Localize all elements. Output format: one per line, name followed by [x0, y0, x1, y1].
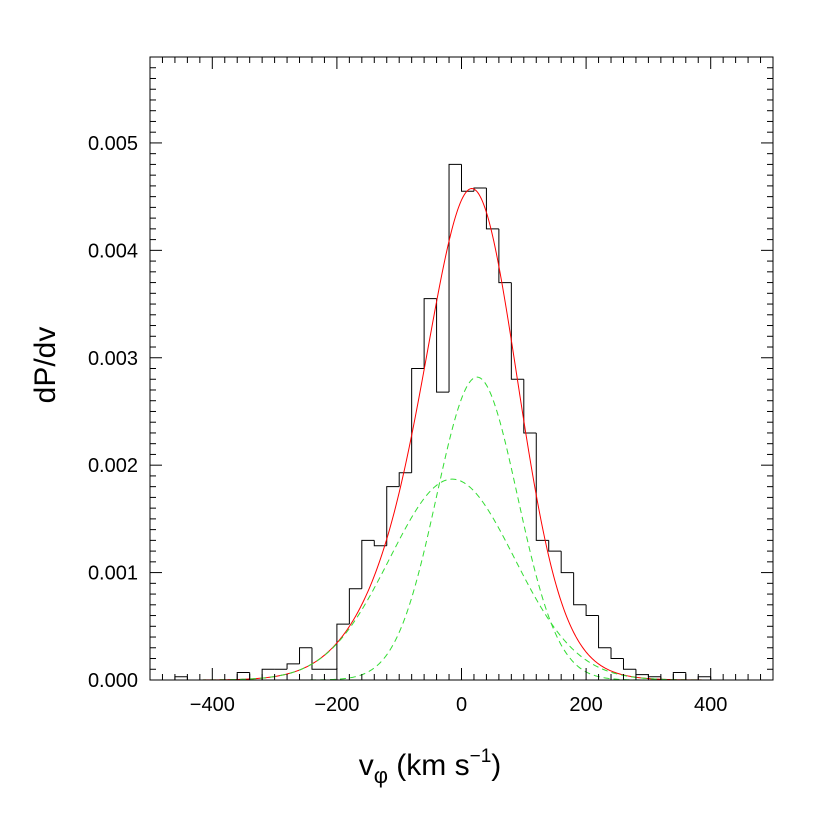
histogram-bar	[573, 572, 587, 606]
histogram-bar	[286, 663, 300, 670]
y-axis-title: dP/dv	[29, 327, 62, 404]
histogram-bar	[373, 540, 387, 547]
x-tick-label: −400	[190, 694, 235, 716]
y-tick-label: 0.004	[88, 240, 138, 262]
histogram-bar	[647, 674, 661, 678]
histogram-bar	[336, 623, 350, 670]
histogram-bar	[560, 551, 574, 574]
histogram-bar	[498, 228, 512, 284]
x-tick-label: 400	[694, 694, 727, 716]
histogram-bar	[548, 540, 562, 552]
histogram-bar	[535, 432, 549, 541]
y-tick-label: 0.005	[88, 133, 138, 155]
y-tick-label: 0.003	[88, 348, 138, 370]
histogram-bar	[485, 188, 499, 230]
y-tick-label: 0.000	[88, 670, 138, 692]
histogram-bar	[348, 588, 362, 625]
x-tick-label: −200	[314, 694, 359, 716]
axes: −400 −200 0 200 400 0.000 0.001 0.002 0.003 0.004…	[88, 56, 774, 716]
histogram-bar	[411, 368, 425, 473]
component-line	[150, 478, 773, 680]
histogram-bar	[510, 282, 524, 380]
histogram-bar	[311, 647, 325, 670]
histogram-bar	[635, 669, 649, 676]
histogram-bar	[448, 163, 462, 393]
histogram-bar	[685, 672, 699, 680]
component-line	[150, 376, 773, 680]
histogram-bar	[361, 539, 375, 589]
histogram-bar	[398, 472, 412, 487]
histogram-bar	[622, 658, 636, 670]
histogram-bar	[386, 486, 400, 546]
histogram-bar	[672, 671, 686, 680]
histogram-bar	[473, 187, 487, 192]
x-tick-label: 0	[456, 694, 467, 716]
x-axis-title: vφ (km s−1)	[359, 746, 502, 788]
histogram-bar	[423, 298, 437, 369]
plot-frame	[149, 56, 774, 681]
histogram-bar	[299, 647, 312, 664]
plot-area	[150, 163, 773, 680]
histogram-bar	[461, 164, 474, 192]
total-fit-line	[150, 188, 773, 680]
x-tick-label: 200	[569, 694, 602, 716]
y-tick-label: 0.001	[88, 563, 138, 585]
histogram-bar	[598, 615, 612, 649]
y-tick-label: 0.002	[88, 455, 138, 477]
histogram-bar	[585, 604, 599, 617]
histogram-bar	[436, 298, 450, 393]
histogram-bar	[610, 647, 624, 660]
histogram-bar	[523, 379, 537, 434]
